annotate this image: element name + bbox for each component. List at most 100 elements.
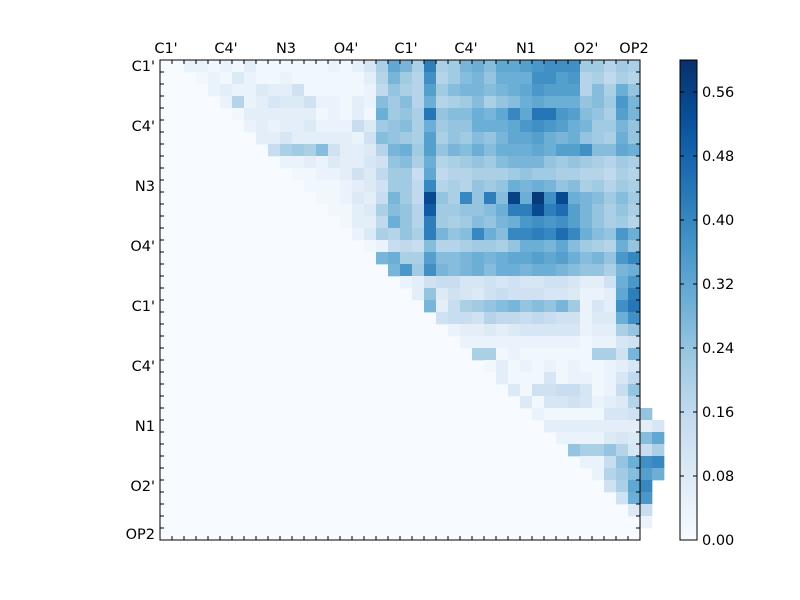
heatmap-cell: [280, 72, 293, 85]
heatmap-cell: [580, 372, 593, 385]
heatmap-cell: [652, 456, 665, 469]
heatmap-cell: [268, 108, 281, 121]
heatmap-cell: [628, 264, 641, 277]
heatmap-cell: [340, 192, 353, 205]
heatmap-cell: [412, 240, 425, 253]
top-tick-label: O4': [334, 41, 359, 57]
heatmap-cell: [532, 324, 545, 337]
heatmap-cell: [616, 228, 629, 241]
heatmap-cell: [640, 432, 653, 445]
heatmap-cell: [604, 384, 617, 397]
heatmap-cell: [556, 96, 569, 109]
heatmap-cell: [592, 324, 605, 337]
heatmap-cell: [496, 156, 509, 169]
heatmap-cell: [184, 60, 197, 73]
colorbar-tick-label: 0.56: [702, 85, 734, 101]
heatmap-cell: [580, 132, 593, 145]
heatmap-cell: [436, 228, 449, 241]
heatmap-cell: [460, 240, 473, 253]
heatmap-cell: [544, 240, 557, 253]
heatmap-cell: [448, 132, 461, 145]
heatmap-cell: [484, 132, 497, 145]
heatmap-cell: [580, 240, 593, 253]
heatmap-cell: [604, 120, 617, 133]
heatmap-cell: [472, 312, 485, 325]
heatmap-cell: [412, 120, 425, 133]
heatmap-cell: [544, 276, 557, 289]
heatmap-cell: [256, 132, 269, 145]
heatmap-cell: [376, 144, 389, 157]
heatmap-cell: [448, 240, 461, 253]
heatmap-cell: [460, 228, 473, 241]
heatmap-cell: [436, 216, 449, 229]
heatmap-cell: [544, 408, 557, 421]
heatmap-cell: [592, 468, 605, 481]
colorbar-tick-label: 0.00: [702, 533, 734, 549]
heatmap-cell: [544, 132, 557, 145]
heatmap-cell: [412, 144, 425, 157]
heatmap-cell: [556, 372, 569, 385]
heatmap-cell: [448, 180, 461, 193]
heatmap-cell: [400, 168, 413, 181]
heatmap-cell: [520, 396, 533, 409]
heatmap-cell: [616, 144, 629, 157]
heatmap-cell: [568, 240, 581, 253]
heatmap-cell: [388, 180, 401, 193]
heatmap-cell: [436, 132, 449, 145]
heatmap-cell: [616, 156, 629, 169]
heatmap-cell: [520, 60, 533, 73]
heatmap-cell: [568, 372, 581, 385]
heatmap-cell: [532, 132, 545, 145]
heatmap-cell: [340, 84, 353, 97]
heatmap-cell: [436, 72, 449, 85]
heatmap-cell: [376, 180, 389, 193]
heatmap-cell: [532, 192, 545, 205]
heatmap-cell: [616, 432, 629, 445]
heatmap-cell: [364, 228, 377, 241]
heatmap-cell: [460, 264, 473, 277]
heatmap-cell: [388, 120, 401, 133]
heatmap-cell: [556, 360, 569, 373]
heatmap-cell: [556, 204, 569, 217]
heatmap-cell: [532, 276, 545, 289]
heatmap-cell: [568, 336, 581, 349]
heatmap-cell: [592, 60, 605, 73]
heatmap-cell: [496, 288, 509, 301]
heatmap-cell: [448, 324, 461, 337]
heatmap-cell: [232, 84, 245, 97]
left-tick-label: N1: [135, 419, 155, 435]
heatmap-cell: [616, 192, 629, 205]
heatmap-cell: [568, 312, 581, 325]
heatmap-cell: [604, 204, 617, 217]
heatmap-cell: [628, 468, 641, 481]
heatmap-cell: [460, 288, 473, 301]
heatmap-cell: [364, 192, 377, 205]
heatmap-cell: [400, 276, 413, 289]
heatmap-cell: [424, 84, 437, 97]
heatmap-cell: [520, 108, 533, 121]
heatmap-cell: [592, 96, 605, 109]
heatmap-cell: [616, 348, 629, 361]
heatmap-cell: [400, 96, 413, 109]
heatmap-cell: [496, 360, 509, 373]
heatmap-cell: [436, 144, 449, 157]
heatmap-cell: [532, 72, 545, 85]
heatmap-cell: [544, 72, 557, 85]
heatmap-cell: [652, 468, 665, 481]
heatmap-cell: [616, 204, 629, 217]
heatmap-cell: [268, 132, 281, 145]
heatmap-cell: [580, 444, 593, 457]
heatmap-cell: [628, 276, 641, 289]
heatmap-cell: [400, 84, 413, 97]
heatmap-cell: [496, 72, 509, 85]
heatmap-cell: [520, 276, 533, 289]
heatmap-cell: [568, 144, 581, 157]
heatmap-cell: [292, 168, 305, 181]
heatmap-cell: [640, 456, 653, 469]
heatmap-cell: [340, 60, 353, 73]
heatmap-cell: [244, 72, 257, 85]
heatmap-cell: [460, 324, 473, 337]
heatmap-cell: [628, 396, 641, 409]
heatmap-cell: [352, 84, 365, 97]
heatmap-cell: [220, 96, 233, 109]
